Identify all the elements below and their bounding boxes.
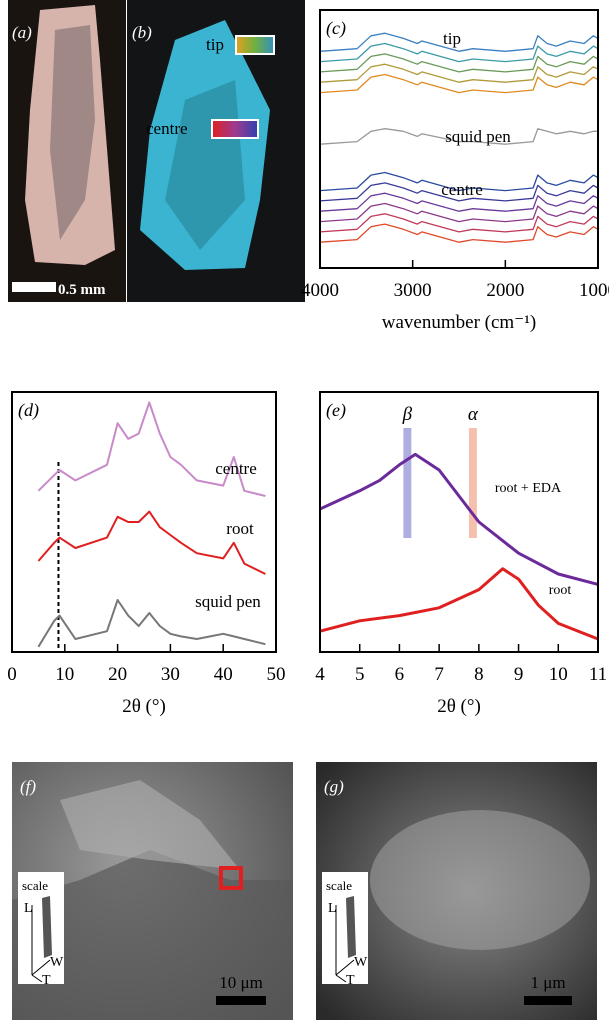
x-tick-label: 20 bbox=[108, 664, 127, 685]
annotation: tip bbox=[443, 29, 461, 48]
axis-letter: T bbox=[42, 973, 51, 988]
inset-label: scale bbox=[22, 878, 48, 893]
annotation: squid pen bbox=[445, 127, 511, 146]
label: centre bbox=[146, 119, 188, 138]
x-axis-label: wavenumber (cm⁻¹) bbox=[382, 312, 536, 333]
scale-bar bbox=[524, 996, 572, 1005]
sem-texture bbox=[370, 810, 590, 950]
inset-label: scale bbox=[326, 878, 352, 893]
x-tick-label: 50 bbox=[267, 664, 286, 685]
x-tick-label: 6 bbox=[395, 664, 405, 685]
x-tick-label: 7 bbox=[434, 664, 444, 685]
annotation: squid pen bbox=[195, 592, 261, 611]
panel-label: (f) bbox=[20, 777, 36, 796]
scale-bar bbox=[216, 996, 266, 1005]
annotation: root bbox=[549, 583, 572, 598]
annotation: centre bbox=[215, 459, 257, 478]
plot-frame bbox=[320, 392, 598, 652]
annotation: root bbox=[226, 519, 254, 538]
axis-letter: T bbox=[346, 973, 355, 988]
spectrum bbox=[38, 402, 265, 496]
band bbox=[403, 428, 411, 538]
x-tick-label: 5 bbox=[355, 664, 365, 685]
panel-label: (c) bbox=[326, 18, 346, 39]
x-axis-label: 2θ (°) bbox=[122, 696, 166, 717]
x-tick-label: 3000 bbox=[394, 280, 432, 301]
scale-bar bbox=[12, 282, 56, 292]
scale-label: 0.5 mm bbox=[58, 282, 106, 298]
scale-label: 1 μm bbox=[530, 973, 565, 992]
band-label: β bbox=[402, 404, 413, 425]
axis-letter: W bbox=[354, 955, 368, 970]
spectrum bbox=[320, 569, 598, 639]
band bbox=[469, 428, 477, 538]
annotation: root + EDA bbox=[495, 481, 562, 496]
x-tick-label: 1000 bbox=[579, 280, 609, 301]
axis-letter: L bbox=[328, 901, 337, 916]
x-tick-label: 10 bbox=[55, 664, 74, 685]
x-tick-label: 2000 bbox=[486, 280, 524, 301]
scale-label: 10 μm bbox=[219, 973, 263, 992]
panel-label: (e) bbox=[326, 400, 346, 421]
colour-swatch bbox=[236, 36, 274, 54]
band-label: α bbox=[468, 404, 479, 425]
page: (a) (b) tip centre 0.5 mm (f) scale L W … bbox=[0, 0, 609, 1020]
x-tick-label: 40 bbox=[214, 664, 233, 685]
spectrum bbox=[320, 454, 598, 584]
axis-letter: L bbox=[24, 901, 33, 916]
colour-swatch bbox=[212, 120, 258, 138]
figure: (a) (b) tip centre 0.5 mm (f) scale L W … bbox=[0, 0, 609, 1020]
panel-label: (a) bbox=[12, 23, 32, 42]
x-tick-label: 4 bbox=[315, 664, 325, 685]
x-tick-label: 10 bbox=[549, 664, 568, 685]
x-axis-label: 2θ (°) bbox=[437, 696, 481, 717]
annotation: centre bbox=[441, 180, 483, 199]
panel-label: (g) bbox=[324, 777, 344, 796]
axis-letter: W bbox=[50, 955, 64, 970]
x-tick-label: 30 bbox=[161, 664, 180, 685]
label: tip bbox=[206, 35, 224, 54]
panel-label: (b) bbox=[132, 23, 152, 42]
x-tick-label: 4000 bbox=[301, 280, 339, 301]
x-tick-label: 0 bbox=[7, 664, 17, 685]
x-tick-label: 8 bbox=[474, 664, 484, 685]
x-tick-label: 11 bbox=[589, 664, 607, 685]
panel-label: (d) bbox=[18, 400, 39, 421]
x-tick-label: 9 bbox=[514, 664, 524, 685]
